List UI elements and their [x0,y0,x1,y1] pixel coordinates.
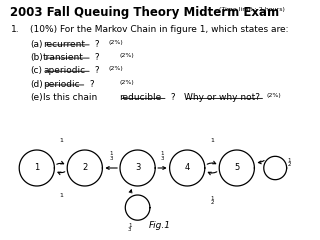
FancyArrowPatch shape [57,161,64,164]
Text: (2%): (2%) [119,53,134,58]
Text: 1
3: 1 3 [128,223,131,232]
Text: (c): (c) [30,66,42,75]
FancyArrowPatch shape [208,172,217,175]
Text: ?: ? [92,53,108,62]
Text: 1: 1 [59,138,63,143]
Text: 1: 1 [59,193,63,198]
Text: 2: 2 [82,163,87,173]
Text: 1
2: 1 2 [210,196,214,205]
Text: ?: ? [168,93,178,102]
Text: (e): (e) [30,93,43,102]
FancyArrowPatch shape [207,161,216,164]
Text: reducible: reducible [119,93,161,102]
Text: (2%): (2%) [119,80,134,85]
Text: Is this chain: Is this chain [43,93,100,102]
Text: (b): (b) [30,53,43,62]
FancyArrowPatch shape [158,167,165,169]
Text: (2%): (2%) [108,66,123,71]
Text: Why or why not?: Why or why not? [184,93,260,102]
Text: 1.: 1. [11,25,20,34]
Text: aperiodic: aperiodic [43,66,85,75]
Text: 1: 1 [34,163,39,173]
Text: (a): (a) [30,40,43,49]
Text: (2%): (2%) [108,40,123,45]
FancyArrowPatch shape [129,190,132,193]
Text: transient: transient [43,53,84,62]
Text: (2%): (2%) [267,93,282,98]
Text: periodic: periodic [43,80,80,89]
Text: 3: 3 [135,163,140,173]
Text: 4: 4 [185,163,190,173]
Text: (10%) For the Markov Chain in figure 1, which states are:: (10%) For the Markov Chain in figure 1, … [30,25,289,34]
Text: recurrent: recurrent [43,40,85,49]
Text: (d): (d) [30,80,43,89]
FancyArrowPatch shape [107,167,117,169]
Text: 2003 Fall Queuing Theory Midterm Exam: 2003 Fall Queuing Theory Midterm Exam [10,6,279,19]
Text: 5: 5 [234,163,239,173]
Text: 1
3: 1 3 [161,151,164,161]
Text: Fig.1: Fig.1 [149,221,171,230]
Text: ?: ? [86,80,106,89]
Text: 1
2: 1 2 [288,158,291,168]
Text: 1: 1 [210,138,214,143]
Text: (Time limit : 2 hours): (Time limit : 2 hours) [219,7,285,12]
Text: ?: ? [92,40,102,49]
FancyArrowPatch shape [259,161,264,164]
Text: 1
3: 1 3 [109,151,113,161]
FancyArrowPatch shape [58,172,65,175]
Text: ?: ? [92,66,102,75]
